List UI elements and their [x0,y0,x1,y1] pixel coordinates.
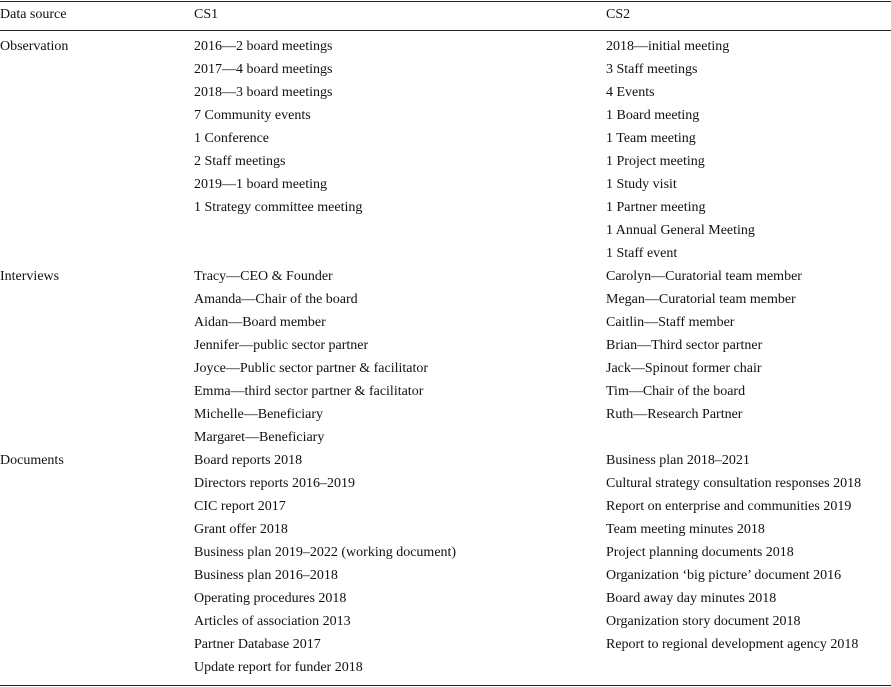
header-cell: CS1 [194,7,219,22]
cs2-item: Team meeting minutes 2018 [606,522,765,537]
cs1-item: Grant offer 2018 [194,522,288,537]
cs1-item: 2018—3 board meetings [194,85,333,100]
cs2-item: Project planning documents 2018 [606,545,794,560]
cs1-item: Board reports 2018 [194,453,303,468]
cs2-item: Organization ‘big picture’ document 2016 [606,568,842,583]
cs2-item: Ruth—Research Partner [606,407,743,422]
cs1-item: 7 Community events [194,108,311,123]
cs1-item: Business plan 2016–2018 [194,568,338,583]
header-rule [0,30,891,31]
cs1-item: Margaret—Beneficiary [194,430,325,445]
cs2-item: Carolyn—Curatorial team member [606,269,802,284]
cs2-item: Caitlin—Staff member [606,315,735,330]
cs2-item: 2018—initial meeting [606,39,730,54]
cs2-item: 1 Annual General Meeting [606,223,755,238]
bottom-rule [0,685,891,686]
cs1-item: Amanda—Chair of the board [194,292,358,307]
cs2-item: Cultural strategy consultation responses… [606,476,862,491]
cs1-item: 2019—1 board meeting [194,177,327,192]
cs1-item: Emma—third sector partner & facilitator [194,384,424,399]
cs1-item: Partner Database 2017 [194,637,321,652]
header-cell: Data source [0,7,67,22]
cs1-item: Business plan 2019–2022 (working documen… [194,545,457,560]
cs1-item: 2017—4 board meetings [194,62,333,77]
cs2-item: 1 Team meeting [606,131,696,146]
cs1-item: Directors reports 2016–2019 [194,476,355,491]
header-cell: CS2 [606,7,631,22]
source-label: Interviews [0,269,60,284]
cs1-item: 1 Strategy committee meeting [194,200,363,215]
cs1-item: Joyce—Public sector partner & facilitato… [194,361,429,376]
cs1-item: Jennifer—public sector partner [194,338,369,353]
cs2-item: Business plan 2018–2021 [606,453,750,468]
cs2-item: Jack—Spinout former chair [606,361,762,376]
cs1-item: Operating procedures 2018 [194,591,347,606]
cs1-item: 2 Staff meetings [194,154,286,169]
source-label: Observation [0,39,69,54]
cs2-item: 1 Board meeting [606,108,700,123]
source-label: Documents [0,453,64,468]
cs1-item: Tracy—CEO & Founder [194,269,333,284]
cs2-item: Brian—Third sector partner [606,338,763,353]
cs2-item: 1 Study visit [606,177,677,192]
cs1-item: 2016—2 board meetings [194,39,333,54]
cs2-item: 4 Events [606,85,655,100]
cs1-item: Michelle—Beneficiary [194,407,324,422]
cs1-item: CIC report 2017 [194,499,286,514]
cs2-item: Report to regional development agency 20… [606,637,859,652]
cs1-item: Aidan—Board member [194,315,326,330]
cs2-item: Organization story document 2018 [606,614,801,629]
cs2-item: 1 Project meeting [606,154,705,169]
cs2-item: Tim—Chair of the board [606,384,746,399]
cs1-item: 1 Conference [194,131,270,146]
cs2-item: 3 Staff meetings [606,62,698,77]
cs2-item: Megan—Curatorial team member [606,292,796,307]
cs2-item: Report on enterprise and communities 201… [606,499,852,514]
cs2-item: 1 Staff event [606,246,678,261]
top-rule [0,1,891,2]
cs2-item: 1 Partner meeting [606,200,706,215]
cs1-item: Articles of association 2013 [194,614,351,629]
cs2-item: Board away day minutes 2018 [606,591,777,606]
cs1-item: Update report for funder 2018 [194,660,363,675]
